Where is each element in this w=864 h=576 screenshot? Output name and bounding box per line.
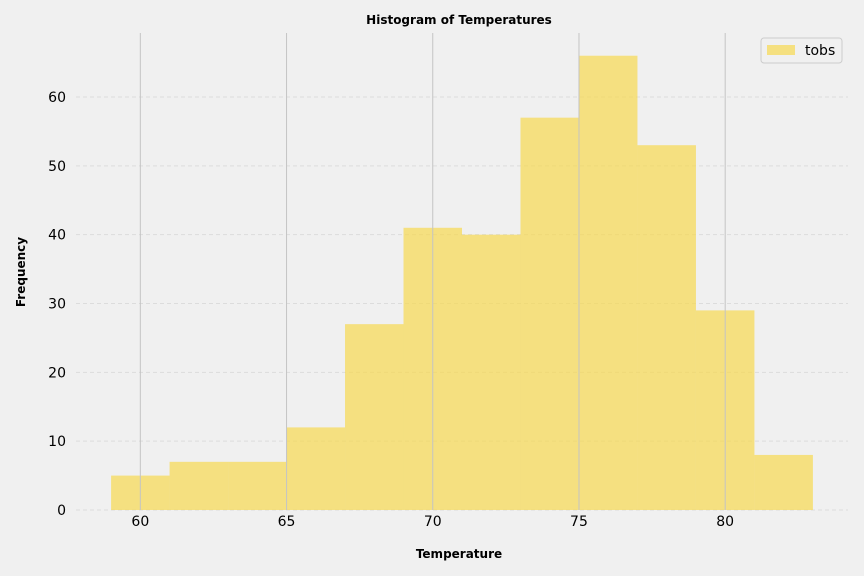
histogram-bar — [462, 234, 521, 510]
x-tick-label: 80 — [716, 514, 734, 530]
histogram-bar — [754, 454, 813, 510]
chart-title: Histogram of Temperatures — [366, 13, 552, 27]
legend-label: tobs — [805, 43, 835, 59]
y-tick-label: 50 — [48, 159, 66, 175]
y-tick-label: 10 — [48, 434, 66, 450]
legend-swatch — [767, 45, 795, 55]
y-tick-label: 60 — [48, 90, 66, 106]
y-tick-label: 40 — [48, 228, 66, 244]
histogram-bar — [228, 461, 287, 510]
x-tick-label: 75 — [570, 514, 588, 530]
histogram-bar — [520, 117, 579, 510]
legend: tobs — [760, 37, 843, 64]
y-tick-labels: 0 10 20 30 40 50 60 — [48, 90, 66, 519]
histogram-bar — [345, 324, 404, 510]
histogram-bar — [578, 55, 638, 510]
legend-box — [760, 37, 843, 64]
histogram-bar — [637, 145, 696, 510]
histogram-bar — [286, 427, 346, 510]
histogram-bar — [169, 461, 229, 510]
y-tick-label: 20 — [48, 365, 66, 381]
y-axis-label: Frequency — [14, 237, 28, 307]
x-tick-label: 60 — [131, 514, 149, 530]
x-tick-labels: 60 65 70 75 80 — [131, 514, 734, 530]
x-tick-label: 65 — [278, 514, 296, 530]
x-axis-label: Temperature — [416, 547, 502, 561]
x-tick-label: 70 — [424, 514, 442, 530]
y-tick-label: 30 — [48, 297, 66, 313]
y-tick-label: 0 — [57, 503, 66, 519]
